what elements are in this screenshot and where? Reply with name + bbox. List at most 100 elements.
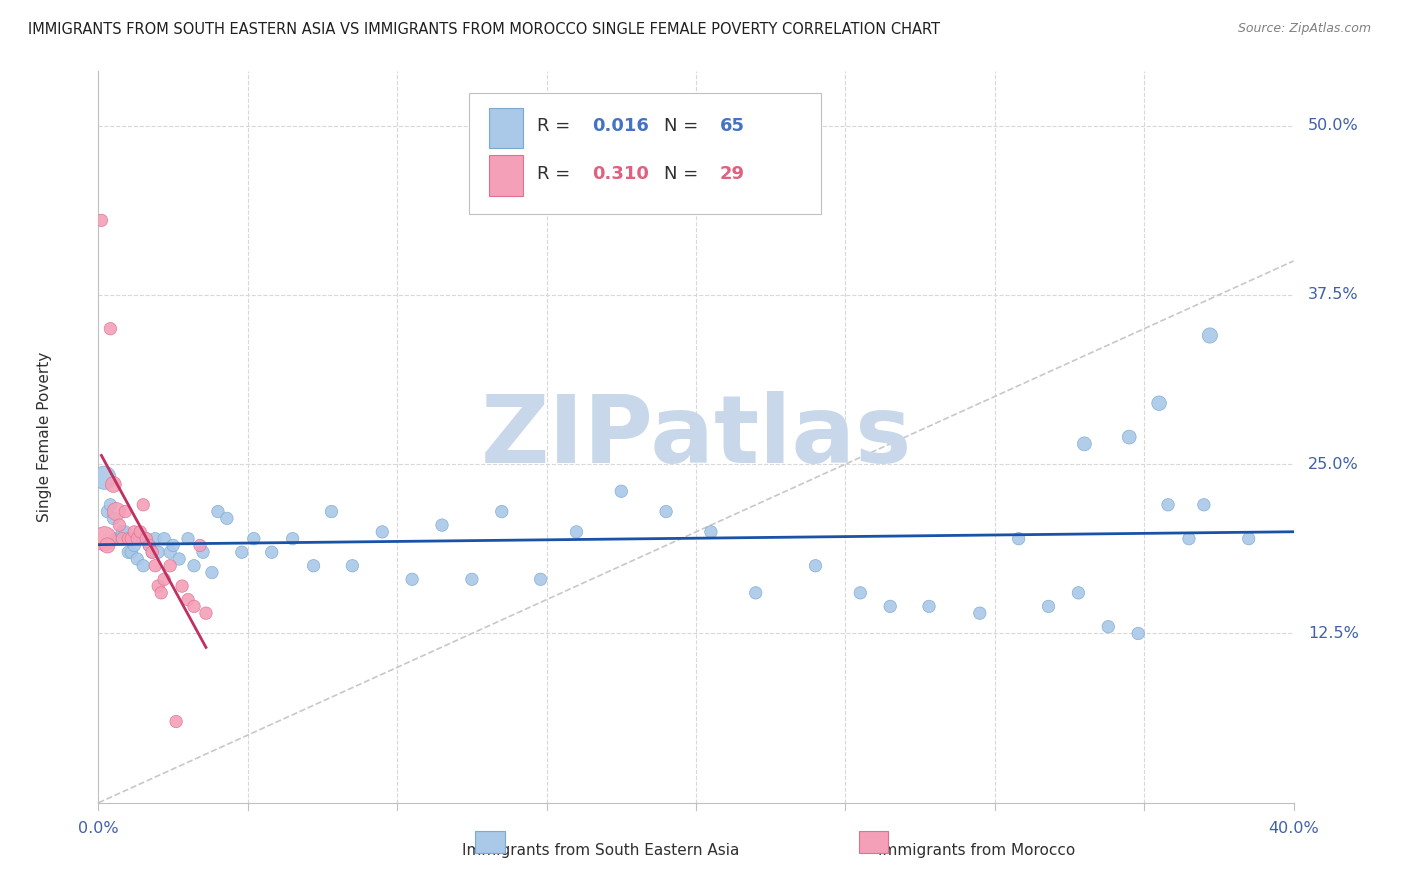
Point	[111, 524, 134, 539]
Point	[111, 532, 134, 546]
Text: ZIPatlas: ZIPatlas	[481, 391, 911, 483]
Point	[188, 538, 211, 552]
Point	[281, 532, 304, 546]
Point	[138, 538, 160, 552]
Point	[1038, 599, 1060, 614]
Point	[153, 532, 176, 546]
Point	[804, 558, 827, 573]
Point	[461, 572, 484, 586]
Point	[143, 558, 166, 573]
Point	[129, 532, 152, 546]
Point	[114, 505, 136, 519]
Text: 29: 29	[720, 165, 745, 183]
Point	[1118, 430, 1140, 444]
Point	[371, 524, 394, 539]
Point	[117, 545, 139, 559]
Point	[129, 524, 152, 539]
Point	[120, 545, 142, 559]
Point	[120, 532, 142, 546]
Point	[610, 484, 633, 499]
Text: 0.310: 0.310	[592, 165, 650, 183]
Point	[207, 505, 229, 519]
Point	[243, 532, 266, 546]
Text: N =: N =	[664, 117, 703, 136]
Text: 12.5%: 12.5%	[1308, 626, 1358, 641]
Point	[231, 545, 253, 559]
Point	[1199, 328, 1222, 343]
Point	[321, 505, 343, 519]
Point	[159, 545, 181, 559]
Point	[342, 558, 364, 573]
Point	[159, 558, 181, 573]
Point	[135, 532, 157, 546]
Point	[172, 579, 194, 593]
Point	[745, 586, 768, 600]
Point	[215, 511, 238, 525]
Point	[167, 552, 190, 566]
Point	[127, 552, 149, 566]
Point	[108, 518, 131, 533]
FancyBboxPatch shape	[475, 830, 505, 853]
FancyBboxPatch shape	[859, 830, 889, 853]
Point	[103, 477, 125, 491]
Point	[93, 532, 115, 546]
Point	[141, 545, 163, 559]
Point	[96, 505, 118, 519]
Point	[127, 532, 149, 546]
Text: 0.016: 0.016	[592, 117, 650, 136]
Point	[491, 505, 513, 519]
Point	[201, 566, 224, 580]
Point	[655, 505, 678, 519]
Point	[1147, 396, 1170, 410]
Point	[124, 538, 146, 552]
Point	[1008, 532, 1031, 546]
Point	[1178, 532, 1201, 546]
FancyBboxPatch shape	[489, 155, 523, 195]
Text: 37.5%: 37.5%	[1308, 287, 1358, 302]
Point	[105, 532, 128, 546]
Point	[90, 213, 112, 227]
Point	[430, 518, 453, 533]
Point	[195, 606, 218, 620]
Point	[1067, 586, 1090, 600]
Point	[191, 545, 214, 559]
Point	[108, 532, 131, 546]
Point	[98, 322, 122, 336]
Text: Source: ZipAtlas.com: Source: ZipAtlas.com	[1237, 22, 1371, 36]
Point	[105, 505, 128, 519]
Text: R =: R =	[537, 165, 576, 183]
Point	[1237, 532, 1260, 546]
Point	[530, 572, 553, 586]
Point	[177, 532, 200, 546]
Point	[302, 558, 325, 573]
Point	[148, 579, 170, 593]
Point	[165, 714, 187, 729]
Point	[177, 592, 200, 607]
Point	[918, 599, 941, 614]
Point	[1128, 626, 1150, 640]
Text: 65: 65	[720, 117, 745, 136]
Point	[401, 572, 423, 586]
FancyBboxPatch shape	[489, 108, 523, 148]
Point	[124, 524, 146, 539]
Point	[700, 524, 723, 539]
Point	[150, 586, 173, 600]
Point	[1073, 437, 1095, 451]
Point	[132, 498, 155, 512]
Point	[103, 511, 125, 525]
Text: Single Female Poverty: Single Female Poverty	[37, 352, 52, 522]
Point	[117, 532, 139, 546]
Point	[1157, 498, 1180, 512]
Point	[849, 586, 872, 600]
Point	[183, 599, 205, 614]
Point	[96, 538, 118, 552]
Point	[1097, 620, 1119, 634]
Text: 50.0%: 50.0%	[1308, 118, 1358, 133]
Text: 25.0%: 25.0%	[1308, 457, 1358, 472]
Text: Immigrants from Morocco: Immigrants from Morocco	[879, 843, 1076, 858]
Point	[141, 545, 163, 559]
Point	[260, 545, 283, 559]
Text: Immigrants from South Eastern Asia: Immigrants from South Eastern Asia	[461, 843, 740, 858]
Point	[148, 545, 170, 559]
Point	[1192, 498, 1215, 512]
